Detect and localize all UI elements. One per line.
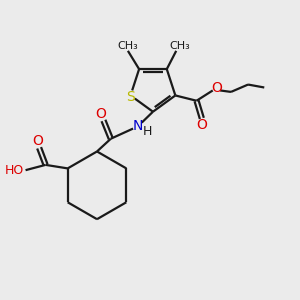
Text: S: S: [126, 90, 135, 104]
Text: HO: HO: [5, 164, 24, 177]
Text: N: N: [133, 119, 143, 134]
Text: CH₃: CH₃: [169, 40, 190, 51]
Text: O: O: [211, 81, 222, 95]
Text: CH₃: CH₃: [118, 40, 138, 51]
Text: O: O: [196, 118, 207, 132]
Text: H: H: [142, 125, 152, 138]
Text: O: O: [96, 107, 106, 121]
Text: O: O: [32, 134, 43, 148]
